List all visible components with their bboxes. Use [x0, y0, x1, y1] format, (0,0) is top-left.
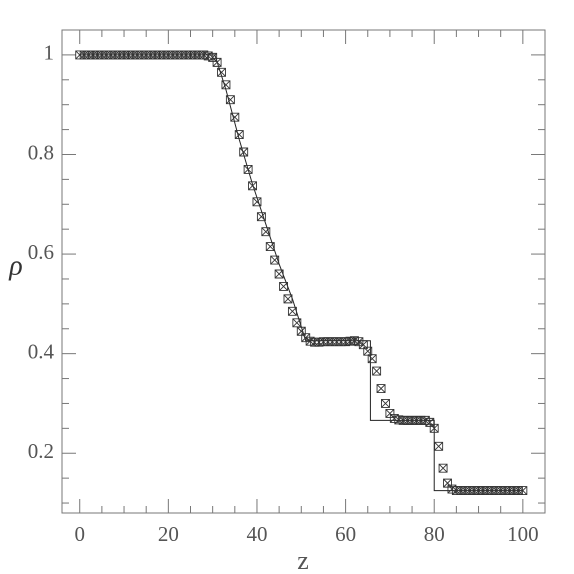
- data-point: [425, 417, 435, 427]
- data-point: [225, 95, 235, 105]
- data-point: [243, 164, 253, 174]
- x-axis-label: z: [297, 546, 309, 574]
- y-axis-label: ρ: [8, 250, 22, 281]
- data-point: [234, 130, 244, 140]
- data-point: [429, 423, 439, 433]
- data-point: [230, 112, 240, 122]
- data-point: [443, 478, 452, 488]
- y-tick-label: 1: [44, 41, 55, 65]
- data-point: [274, 269, 284, 279]
- plot-frame: [61, 29, 546, 514]
- data-point: [381, 399, 390, 408]
- data-point: [239, 147, 249, 157]
- x-tick-label: 100: [507, 522, 539, 546]
- data-point: [265, 242, 275, 252]
- data-point: [252, 197, 262, 207]
- data-point: [279, 281, 289, 291]
- data-point: [518, 486, 528, 496]
- y-tick-label: 0.2: [28, 439, 54, 463]
- x-tick-label: 0: [74, 522, 85, 546]
- y-tick-label: 0.8: [28, 140, 54, 164]
- data-point: [363, 346, 373, 356]
- exact-solution-line: [79, 54, 523, 492]
- x-tick-label: 20: [158, 522, 179, 546]
- data-point: [221, 80, 231, 90]
- data-point: [248, 181, 257, 191]
- data-point: [217, 67, 226, 77]
- data-point: [372, 366, 382, 376]
- data-point: [434, 441, 444, 451]
- data-point: [376, 384, 386, 393]
- data-point: [438, 463, 448, 473]
- data-point: [292, 318, 302, 328]
- y-tick-label: 0.4: [28, 339, 55, 363]
- y-tick-label: 0.6: [28, 240, 54, 264]
- data-point: [283, 294, 293, 304]
- x-tick-label: 40: [246, 522, 267, 546]
- x-tick-label: 80: [424, 522, 445, 546]
- data-point: [261, 227, 271, 237]
- data-point: [256, 212, 266, 222]
- data-point: [270, 255, 280, 265]
- data-point: [287, 306, 297, 316]
- x-tick-label: 60: [335, 522, 356, 546]
- data-point: [212, 57, 222, 67]
- data-point: [367, 354, 377, 364]
